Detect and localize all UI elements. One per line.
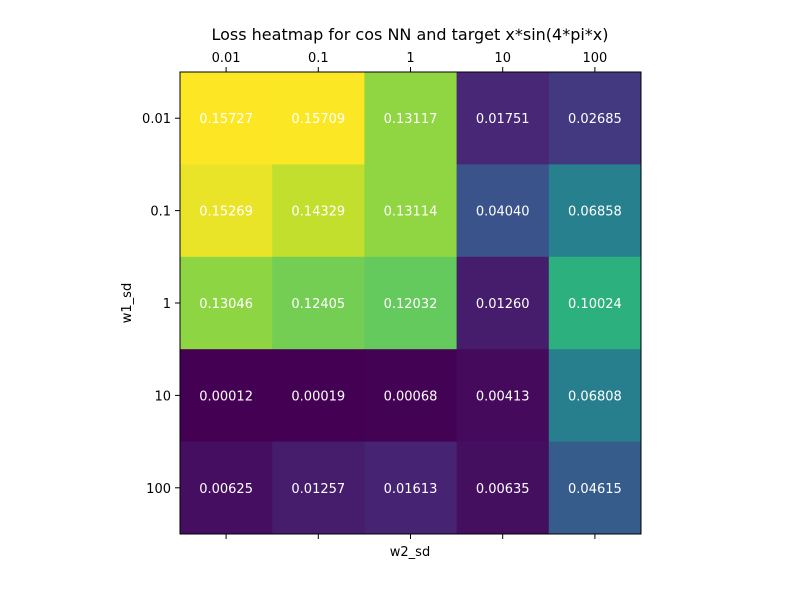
- cell-value-label: 0.00019: [291, 389, 345, 404]
- cell-value-label: 0.04615: [568, 482, 622, 497]
- heatmap-cell: [180, 72, 273, 165]
- x-tick-marks-top: [225, 67, 596, 72]
- heatmap-cell: [456, 256, 550, 350]
- cell-value-label: 0.15269: [199, 205, 253, 220]
- x-tick-label: 0.01: [212, 51, 241, 66]
- x-tick-labels: 0.01 0.1 1 10 100: [212, 51, 608, 66]
- chart-title: Loss heatmap for cos NN and target x*sin…: [211, 25, 608, 44]
- cell-value-label: 0.06808: [568, 389, 622, 404]
- heatmap-cell: [364, 164, 458, 258]
- cell-value-label: 0.00413: [476, 389, 530, 404]
- heatmap-cell: [548, 72, 642, 165]
- heatmap-cell: [364, 256, 458, 350]
- cell-value-label: 0.00012: [199, 389, 253, 404]
- cell-value-label: 0.15727: [199, 112, 253, 127]
- cell-value-label: 0.00635: [476, 482, 530, 497]
- cell-value-label: 0.13046: [199, 297, 253, 312]
- heatmap-cell: [548, 441, 642, 535]
- cell-value-label: 0.01260: [476, 297, 530, 312]
- heatmap-cell: [456, 164, 550, 258]
- cell-value-label: 0.00068: [384, 389, 438, 404]
- heatmap-cell-labels: 0.15727 0.15709 0.13117 0.01751 0.02685 0.152…: [199, 112, 622, 497]
- x-tick-marks-bottom: [225, 534, 596, 539]
- heatmap-cell: [272, 349, 365, 443]
- heatmap-cell: [548, 164, 642, 258]
- heatmap-cell: [180, 349, 273, 443]
- heatmap-cells: [180, 72, 642, 535]
- y-tick-label: 100: [146, 482, 171, 497]
- cell-value-label: 0.12032: [384, 297, 438, 312]
- x-tick-label: 100: [582, 51, 607, 66]
- y-tick-labels: 0.01 0.1 1 10 100: [142, 112, 171, 497]
- heatmap-cell: [272, 441, 365, 535]
- x-tick-label: 0.1: [308, 51, 329, 66]
- cell-value-label: 0.13114: [384, 205, 438, 220]
- heatmap-cell: [456, 72, 550, 165]
- x-tick-label: 1: [406, 51, 414, 66]
- heatmap-cell: [180, 441, 273, 535]
- x-tick-label: 10: [494, 51, 511, 66]
- heatmap-cell: [272, 256, 365, 350]
- cell-value-label: 0.01257: [291, 482, 345, 497]
- cell-value-label: 0.12405: [291, 297, 345, 312]
- cell-value-label: 0.01751: [476, 112, 530, 127]
- heatmap-cell: [456, 441, 550, 535]
- heatmap-cell: [548, 256, 642, 350]
- cell-value-label: 0.14329: [291, 205, 345, 220]
- x-axis-label: w2_sd: [390, 545, 430, 560]
- cell-value-label: 0.00625: [199, 482, 253, 497]
- y-tick-label: 0.01: [142, 112, 171, 127]
- heatmap-cell: [548, 349, 642, 443]
- y-tick-label: 0.1: [150, 205, 171, 220]
- heatmap-cell: [180, 164, 273, 258]
- heatmap-cell: [180, 256, 273, 350]
- heatmap-cell: [364, 72, 458, 165]
- y-tick-label: 1: [163, 297, 171, 312]
- cell-value-label: 0.04040: [476, 205, 530, 220]
- y-tick-marks: [175, 117, 180, 489]
- y-tick-label: 10: [154, 389, 171, 404]
- heatmap-cell: [364, 441, 458, 535]
- cell-value-label: 0.01613: [384, 482, 438, 497]
- cell-value-label: 0.13117: [384, 112, 438, 127]
- heatmap-cell: [364, 349, 458, 443]
- heatmap-cell: [272, 164, 365, 258]
- cell-value-label: 0.15709: [291, 112, 345, 127]
- cell-value-label: 0.10024: [568, 297, 622, 312]
- heatmap-cell: [272, 72, 365, 165]
- cell-value-label: 0.02685: [568, 112, 622, 127]
- heatmap-cell: [456, 349, 550, 443]
- y-axis-label: w1_sd: [120, 283, 135, 323]
- cell-value-label: 0.06858: [568, 205, 622, 220]
